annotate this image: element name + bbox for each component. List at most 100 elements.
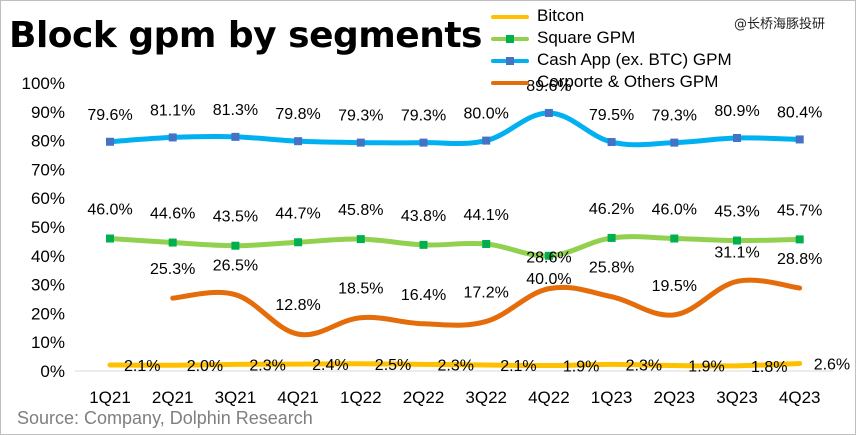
y-tick-label: 60% (31, 189, 65, 208)
legend-label: Corporte & Others GPM (537, 72, 719, 91)
x-tick-label: 1Q22 (340, 388, 382, 407)
data-label-square-gpm: 44.6% (150, 206, 195, 223)
data-label-corporate-others-gpm: 17.2% (464, 284, 509, 301)
legend-label: Cash App (ex. BTC) GPM (537, 50, 732, 69)
data-label-bitcon: 2.1% (500, 358, 536, 375)
series-line-square-gpm (107, 234, 803, 259)
data-point-cash-app-gpm (294, 137, 303, 146)
y-tick-label: 0% (40, 362, 65, 381)
data-label-corporate-others-gpm: 28.8% (777, 251, 822, 268)
data-point-cash-app-gpm (482, 136, 491, 145)
y-tick-label: 10% (31, 333, 65, 352)
data-label-cash-app-gpm: 79.5% (589, 107, 634, 124)
data-point-cash-app-gpm (231, 132, 240, 141)
data-label-cash-app-gpm: 80.4% (777, 104, 822, 121)
data-point-cash-app-gpm (419, 138, 428, 147)
data-point-square-gpm (482, 239, 491, 248)
data-label-bitcon: 2.5% (375, 357, 411, 374)
legend-swatch-corporate (491, 81, 529, 85)
data-label-corporate-others-gpm: 18.5% (338, 281, 383, 298)
data-label-bitcon: 2.6% (814, 357, 850, 374)
legend-swatch-bitcon (491, 15, 529, 19)
data-label-square-gpm: 43.5% (213, 209, 258, 226)
x-tick-label: 4Q23 (779, 388, 821, 407)
data-label-cash-app-gpm: 81.1% (150, 102, 195, 119)
data-label-corporate-others-gpm: 28.6% (526, 250, 571, 267)
data-point-square-gpm (795, 235, 804, 244)
x-tick-label: 3Q22 (465, 388, 507, 407)
data-point-square-gpm (419, 240, 428, 249)
series-line-corporate-others-gpm (170, 277, 803, 338)
axis-layer: 0% 10% 20% 30% 40% 50% 60% 70% 80% 90% 100% 1Q21 2Q2… (22, 74, 833, 407)
data-point-cash-app-gpm (733, 134, 741, 143)
source-note: Source: Company, Dolphin Research (17, 408, 313, 428)
data-label-square-gpm: 45.3% (714, 204, 759, 221)
x-tick-label: 1Q21 (89, 388, 131, 407)
x-tick-label: 2Q22 (403, 388, 445, 407)
data-label-corporate-others-gpm: 25.8% (589, 260, 634, 277)
data-label-bitcon: 2.3% (626, 357, 662, 374)
x-tick-label: 2Q21 (152, 388, 194, 407)
data-point-square-gpm (670, 234, 679, 243)
data-label-cash-app-gpm: 79.6% (87, 107, 132, 124)
series-layer (106, 108, 804, 369)
data-label-bitcon: 2.0% (187, 358, 223, 375)
x-tick-label: 3Q23 (716, 388, 758, 407)
data-label-square-gpm: 40.0% (526, 271, 571, 288)
data-label-square-gpm: 45.8% (338, 202, 383, 219)
y-tick-label: 40% (31, 247, 65, 266)
data-point-cash-app-gpm (106, 137, 114, 146)
data-point-square-gpm (294, 238, 303, 247)
data-label-square-gpm: 44.1% (464, 207, 509, 224)
data-point-cash-app-gpm (168, 133, 177, 142)
data-label-square-gpm: 46.2% (589, 201, 634, 218)
chart-title: Block gpm by segments (9, 15, 483, 56)
data-label-cash-app-gpm: 79.8% (275, 106, 320, 123)
legend-marker-cash-app (506, 57, 514, 65)
data-point-square-gpm (733, 236, 741, 245)
data-point-cash-app-gpm (670, 138, 679, 147)
data-point-square-gpm (607, 233, 616, 242)
data-label-square-gpm: 46.0% (652, 202, 697, 219)
brand-watermark: @长桥海豚投研 (734, 17, 826, 32)
data-label-square-gpm: 44.7% (275, 205, 320, 222)
data-label-cash-app-gpm: 79.3% (401, 108, 446, 125)
x-tick-label: 4Q21 (277, 388, 319, 407)
y-tick-label: 90% (31, 103, 65, 122)
x-tick-label: 1Q23 (591, 388, 633, 407)
data-label-corporate-others-gpm: 31.1% (714, 244, 759, 261)
data-point-square-gpm (231, 241, 240, 250)
data-label-cash-app-gpm: 81.3% (213, 102, 258, 119)
y-tick-label: 20% (31, 304, 65, 323)
x-tick-label: 3Q21 (215, 388, 257, 407)
y-tick-label: 100% (22, 74, 65, 93)
data-point-cash-app-gpm (607, 138, 616, 147)
data-label-corporate-others-gpm: 25.3% (150, 261, 195, 278)
x-tick-label: 2Q23 (654, 388, 696, 407)
data-label-bitcon: 2.3% (249, 357, 285, 374)
data-label-cash-app-gpm: 79.3% (338, 108, 383, 125)
data-label-cash-app-gpm: 80.0% (464, 106, 509, 123)
data-label-bitcon: 2.4% (312, 357, 348, 374)
data-label-corporate-others-gpm: 19.5% (652, 278, 697, 295)
data-point-square-gpm (106, 234, 114, 243)
data-point-cash-app-gpm (795, 135, 804, 144)
data-point-cash-app-gpm (544, 108, 553, 117)
data-point-square-gpm (544, 251, 553, 260)
data-point-square-gpm (168, 238, 177, 247)
data-label-corporate-others-gpm: 26.5% (213, 258, 258, 275)
data-label-cash-app-gpm: 89.6% (526, 78, 571, 95)
x-tick-label: 4Q22 (528, 388, 570, 407)
data-label-corporate-others-gpm: 12.8% (275, 297, 320, 314)
legend-label: Bitcon (537, 6, 585, 25)
series-line-bitcon (107, 361, 803, 369)
data-label-square-gpm: 46.0% (87, 202, 132, 219)
data-label-layer: 2.1% 2.0% 2.3% 2.4% 2.5% 2.3% 2.1% 1.9% 2.3% 1.9%… (87, 78, 850, 376)
data-point-cash-app-gpm (356, 138, 365, 147)
data-label-square-gpm: 43.8% (401, 208, 446, 225)
data-label-bitcon: 2.3% (438, 357, 474, 374)
data-label-cash-app-gpm: 79.3% (652, 108, 697, 125)
data-label-square-gpm: 45.7% (777, 202, 822, 219)
legend-label: Square GPM (537, 28, 636, 47)
